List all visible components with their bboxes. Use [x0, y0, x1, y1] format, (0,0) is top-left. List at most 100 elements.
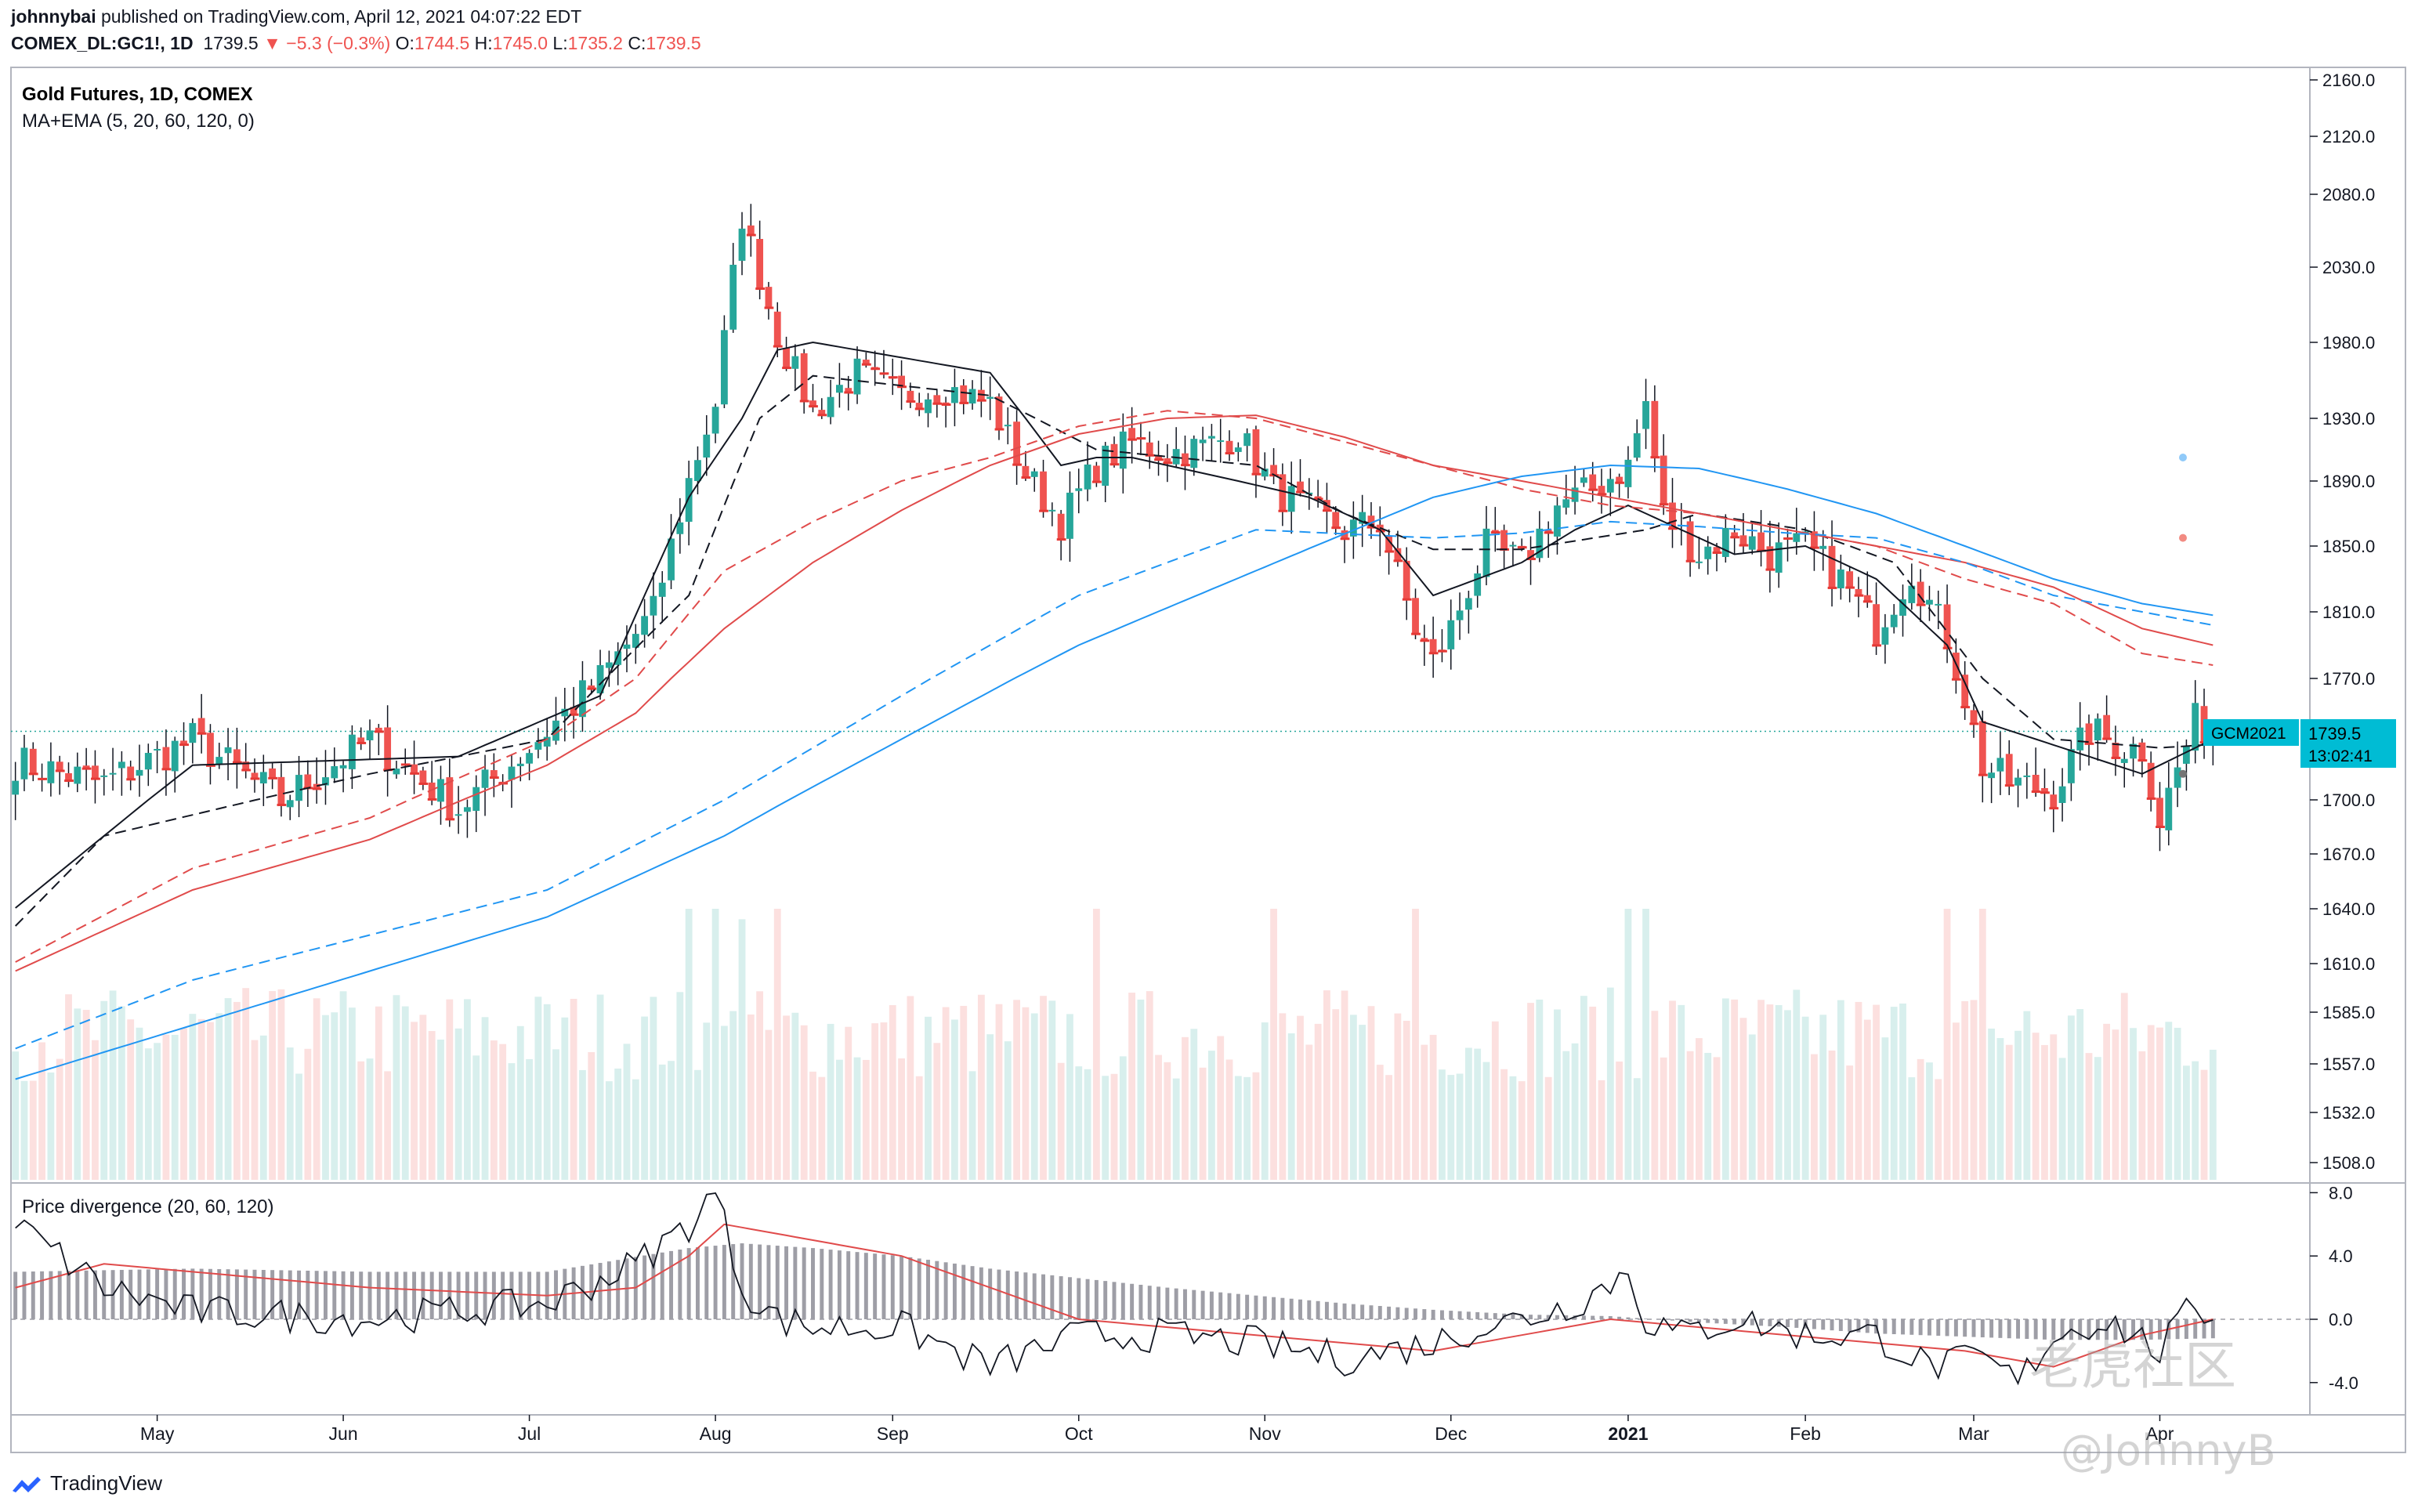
candle-body	[384, 727, 392, 770]
histogram-bar	[1953, 1319, 1958, 1337]
histogram-bar	[2033, 1319, 2038, 1340]
volume-bar	[499, 1044, 507, 1180]
symbol-label[interactable]: COMEX_DL:GC1!, 1D	[11, 33, 194, 53]
volume-bar	[1748, 1034, 1756, 1180]
volume-bar	[2050, 1034, 2058, 1180]
volume-bar	[331, 1012, 338, 1180]
candle-body	[162, 747, 170, 769]
osc-tick-label: 8.0	[2329, 1183, 2353, 1203]
volume-bar	[393, 995, 400, 1180]
volume-bar	[1066, 1014, 1073, 1180]
time-tick-label: Mar	[1958, 1423, 1989, 1444]
volume-bar	[623, 1044, 631, 1180]
volume-bar	[127, 1019, 135, 1180]
moving-averages	[14, 341, 2213, 1080]
osc-tick-label: 4.0	[2329, 1246, 2353, 1266]
volume-bar	[570, 998, 577, 1180]
volume-bar	[207, 1022, 214, 1180]
tradingview-logo[interactable]: TradingView	[9, 1471, 162, 1496]
ma-legend: MA+EMA (5, 20, 60, 120, 0)	[22, 110, 255, 132]
volume-bar	[1731, 999, 1739, 1180]
volume-bar	[1775, 1004, 1783, 1180]
candle-body	[464, 807, 471, 812]
candle-body	[127, 766, 135, 780]
candle-body	[1926, 599, 1933, 605]
histogram-bar	[881, 1254, 886, 1319]
histogram-bar	[403, 1271, 407, 1319]
candle-body	[1899, 599, 1906, 616]
histogram-bar	[1334, 1302, 1338, 1319]
candle-body	[1190, 439, 1198, 468]
volume-bar	[1084, 1069, 1091, 1180]
volume-bar	[1704, 1052, 1712, 1180]
candle-body	[1855, 588, 1862, 596]
volume-bar	[1376, 1065, 1384, 1180]
volume-bar	[561, 1017, 569, 1180]
volume-bar	[1633, 1078, 1641, 1180]
candle-body	[729, 264, 737, 330]
candle-body	[2041, 787, 2048, 793]
volume-bar	[694, 1069, 701, 1180]
candle-body	[118, 761, 125, 769]
tradingview-cloud-icon	[13, 1476, 41, 1492]
volume-bar	[1137, 999, 1145, 1180]
volume-bar	[82, 1010, 90, 1180]
histogram-bar	[509, 1271, 514, 1319]
volume-bar	[1863, 1019, 1871, 1180]
histogram-bar	[1564, 1315, 1569, 1319]
price-axis[interactable]: 2160.0 2120.0 2080.0 2030.0 1980.0 1930.0 1890…	[2310, 71, 2375, 1393]
histogram-bar	[1280, 1297, 1285, 1319]
volume-bar	[1261, 1022, 1269, 1180]
histogram-bar	[359, 1271, 364, 1319]
candle-body	[144, 753, 152, 770]
histogram-bar	[501, 1271, 505, 1319]
volume-bar	[836, 1059, 843, 1180]
candle-body	[1022, 465, 1030, 478]
volume-bar	[1952, 1022, 1960, 1180]
histogram-bar	[1671, 1319, 1674, 1321]
price-tick-label: 1890.0	[2322, 472, 2375, 491]
candle-body	[1270, 465, 1277, 476]
volume-bar	[685, 909, 693, 1180]
candle-body	[809, 400, 816, 407]
candle-body	[516, 763, 524, 766]
value-tag-text: 1739.5	[2308, 724, 2361, 743]
volume-bar	[1341, 990, 1348, 1180]
histogram-bar	[811, 1248, 815, 1319]
histogram-bar	[651, 1253, 656, 1319]
candle-body	[1544, 529, 1552, 533]
candle-body	[773, 311, 781, 347]
histogram-bar	[491, 1271, 496, 1319]
chart-frame	[10, 67, 2406, 1453]
volume-bar	[224, 998, 232, 1180]
candle-body	[605, 662, 613, 668]
volume-bar	[1855, 1001, 1862, 1180]
volume-bar	[2085, 1053, 2093, 1180]
symbol-line: COMEX_DL:GC1!, 1D 1739.5 ▼ −5.3 (−0.3%) …	[11, 33, 701, 54]
volume-bar	[889, 1004, 896, 1180]
volume-bar	[1536, 999, 1544, 1180]
candle-body	[2094, 718, 2101, 741]
candle-body	[676, 522, 684, 534]
candlesticks[interactable]	[12, 204, 2217, 852]
histogram-bar	[643, 1255, 647, 1319]
histogram-bar	[2043, 1319, 2047, 1340]
candle-body	[1704, 546, 1712, 559]
volume-bar	[508, 1063, 516, 1180]
histogram-bar	[164, 1268, 168, 1319]
candle-body	[2165, 787, 2173, 830]
volume-bar	[1403, 1020, 1410, 1180]
volume-bar	[1811, 1054, 1818, 1180]
candle-body	[2130, 743, 2137, 759]
time-axis[interactable]: May Jun Jul Aug Sep Oct Nov Dec 2021 Feb Mar Apr	[140, 1415, 2174, 1444]
time-tick-label: 2021	[1608, 1423, 1648, 1444]
volume-bar	[1207, 1051, 1215, 1180]
author-name[interactable]: johnnybai	[11, 6, 96, 27]
candle-body	[1943, 604, 1951, 649]
histogram-bar	[1387, 1306, 1392, 1319]
histogram-bar	[1786, 1319, 1790, 1328]
volume-bar	[269, 991, 277, 1180]
price-chart[interactable]: 2160.0 2120.0 2080.0 2030.0 1980.0 1930.0 1890…	[0, 63, 2418, 1473]
price-tick-label: 2080.0	[2322, 185, 2375, 204]
candle-body	[1013, 421, 1021, 465]
